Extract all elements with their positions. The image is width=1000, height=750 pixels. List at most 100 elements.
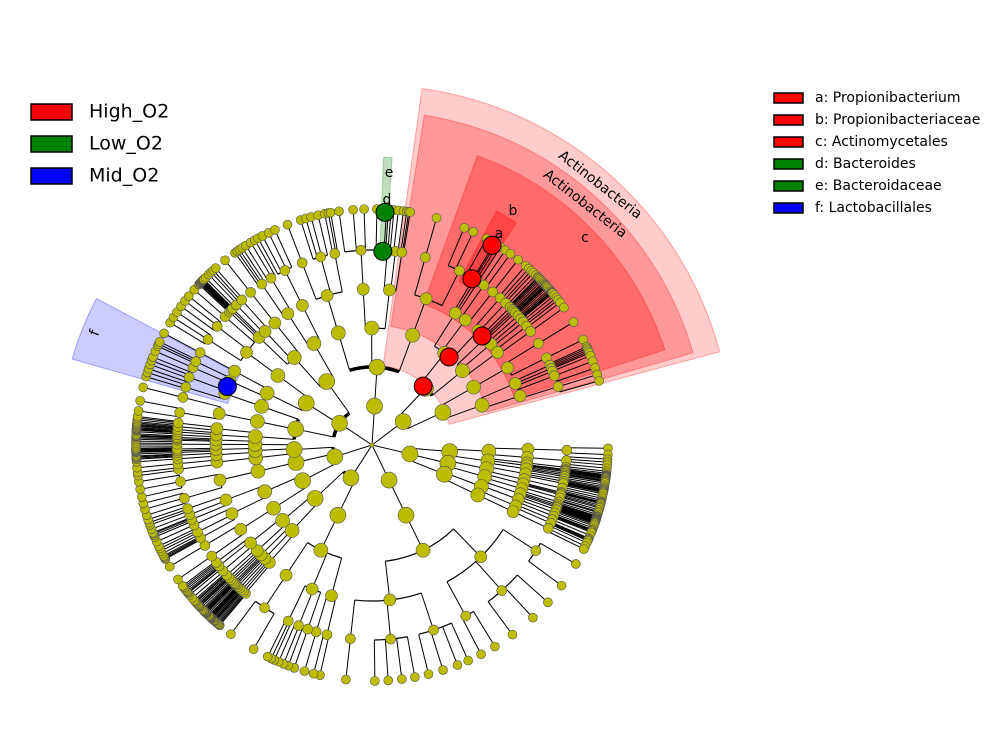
taxon-node <box>468 227 479 237</box>
branch <box>345 638 351 680</box>
branch <box>519 290 551 318</box>
branch <box>235 556 264 586</box>
taxon-node <box>182 503 193 514</box>
branch <box>492 259 519 293</box>
branch <box>303 631 317 672</box>
branch <box>136 453 178 457</box>
taxon-node <box>394 413 412 430</box>
taxon-node <box>154 337 165 347</box>
branch <box>515 285 547 314</box>
branch <box>564 472 606 480</box>
branch <box>241 299 269 330</box>
branch <box>204 582 235 613</box>
branch <box>141 487 182 498</box>
branch <box>553 514 593 531</box>
branch <box>527 302 561 328</box>
branch <box>210 587 240 619</box>
branch <box>527 456 567 462</box>
branch <box>137 421 179 427</box>
branch <box>256 523 287 552</box>
branch <box>349 599 356 639</box>
branch <box>528 560 562 587</box>
branch <box>188 295 221 323</box>
branch <box>397 211 404 252</box>
taxon-node <box>401 445 419 463</box>
branch <box>184 300 218 327</box>
branch <box>551 352 590 370</box>
branch <box>360 250 364 290</box>
branch <box>148 368 188 383</box>
key-label: d: Bacteroides <box>815 156 916 172</box>
branch <box>159 530 197 549</box>
branch <box>177 455 217 460</box>
taxon-node <box>478 279 490 291</box>
branch <box>507 274 537 306</box>
branch <box>254 239 276 276</box>
branch <box>563 483 604 493</box>
taxon-node <box>245 287 256 298</box>
branch <box>182 396 221 408</box>
taxon-node <box>270 225 280 235</box>
branch <box>565 463 607 469</box>
taxon-node <box>220 255 230 266</box>
branch <box>152 356 192 373</box>
clade-label: a <box>495 226 504 242</box>
taxon-node <box>431 213 442 223</box>
key-label: a: Propionibacterium <box>815 90 960 106</box>
branch <box>160 532 198 552</box>
key-label: b: Propionibacteriaceae <box>815 112 980 128</box>
branch <box>550 521 590 539</box>
branch <box>406 636 416 678</box>
branch <box>230 552 260 580</box>
marker-layer <box>217 202 502 397</box>
branch <box>163 536 201 557</box>
taxon-node <box>571 559 581 569</box>
branch <box>310 216 323 257</box>
branch <box>564 475 605 484</box>
branch <box>257 238 279 275</box>
branch <box>538 321 574 344</box>
taxon-node <box>396 247 408 258</box>
taxon-node <box>318 373 336 390</box>
branch <box>559 380 600 393</box>
branch <box>136 448 178 451</box>
taxon-node <box>505 249 516 259</box>
branch <box>285 542 308 576</box>
branch <box>520 292 553 320</box>
taxon-node <box>345 633 356 645</box>
branch <box>549 347 588 366</box>
branch <box>564 473 606 481</box>
branch <box>195 574 227 603</box>
branch <box>137 419 179 425</box>
taxon-node <box>466 379 481 395</box>
branch <box>557 503 598 518</box>
branch <box>521 490 559 503</box>
branch <box>140 481 181 490</box>
taxon-node <box>331 325 346 341</box>
taxon-node <box>308 668 319 679</box>
branch <box>517 574 549 603</box>
branch <box>140 400 181 409</box>
branch <box>136 455 178 459</box>
taxon-node <box>369 442 375 448</box>
branch <box>136 427 178 432</box>
branch <box>549 346 587 365</box>
taxon-node <box>549 370 560 382</box>
branch <box>403 212 411 253</box>
branch <box>137 469 179 477</box>
branch <box>442 626 458 666</box>
branch <box>193 572 226 601</box>
taxon-node <box>244 536 257 550</box>
taxon-node <box>211 321 223 332</box>
branch <box>550 351 589 369</box>
branch <box>177 436 217 440</box>
tree <box>131 204 613 686</box>
taxon-node <box>559 302 569 313</box>
branch <box>189 568 222 596</box>
branch <box>520 493 558 507</box>
branch <box>516 370 553 387</box>
taxon-node <box>356 282 370 296</box>
branch <box>287 313 310 347</box>
biomarker-node <box>482 235 502 255</box>
branch <box>274 322 300 354</box>
